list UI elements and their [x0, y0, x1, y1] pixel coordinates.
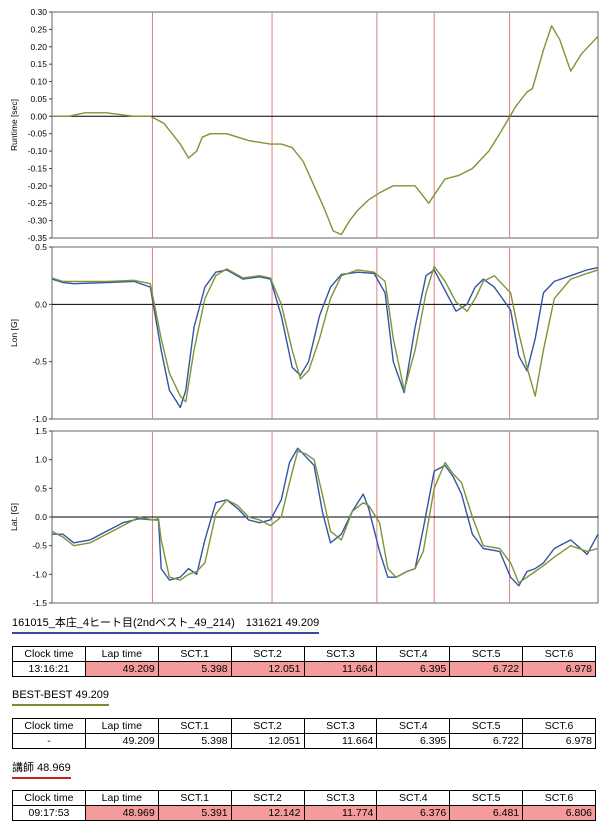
plot-frame — [51, 246, 599, 420]
value-sct1: 5.398 — [157, 661, 232, 677]
y-tick-label: 0.15 — [30, 59, 47, 69]
series-line-blue — [52, 447, 599, 587]
value-sct5: 6.481 — [449, 805, 524, 821]
header-sct2: SCT.2 — [230, 790, 305, 806]
runtime-chart: 0.30 0.25 0.20 0.15 0.10 0.05 0.00 -0.05 -0.10 -0… — [9, 7, 599, 243]
lap-table-current: Clock time Lap time SCT.1 SCT.2 SCT.3 SC… — [12, 646, 596, 677]
header-sct3: SCT.3 — [303, 646, 378, 662]
value-clock-time: 13:16:21 — [12, 661, 86, 677]
header-clock-time: Clock time — [12, 646, 86, 662]
header-sct4: SCT.4 — [376, 718, 451, 734]
header-clock-time: Clock time — [12, 790, 86, 806]
series-line-blue — [51, 266, 599, 409]
y-axis-label: Runtime [sec] — [9, 99, 19, 151]
lap-title-best: BEST-BEST 49.209 — [12, 689, 110, 706]
header-sct4: SCT.4 — [376, 790, 451, 806]
y-tick-label: 1.5 — [35, 426, 47, 436]
y-tick-label: 0.0 — [35, 512, 47, 522]
y-tick-label: -0.25 — [28, 198, 48, 208]
header-sct1: SCT.1 — [157, 718, 232, 734]
value-clock-time: 09:17:53 — [12, 805, 86, 821]
lap-title-current: 161015_本庄_4ヒート目(2ndベスト_49_214) 131621 49… — [12, 617, 320, 634]
y-tick-label: -0.35 — [28, 233, 48, 243]
value-sct6: 6.978 — [522, 733, 596, 749]
header-sct4: SCT.4 — [376, 646, 451, 662]
series-line-green — [52, 25, 599, 236]
value-sct2: 12.051 — [230, 733, 305, 749]
y-tick-label: 0.25 — [30, 24, 47, 34]
y-tick-label: -0.15 — [28, 163, 48, 173]
lat-chart: 1.5 1.0 0.5 0.0 -0.5 -1.0 -1.5 Lat. [G] — [9, 426, 599, 608]
value-sct2: 12.142 — [230, 805, 305, 821]
header-sct3: SCT.3 — [303, 718, 378, 734]
lap-table-best: Clock time Lap time SCT.1 SCT.2 SCT.3 SC… — [12, 718, 596, 749]
plot-frame — [51, 11, 599, 239]
value-sct2: 12.051 — [230, 661, 305, 677]
y-tick-label: -1.0 — [32, 414, 47, 424]
value-sct1: 5.398 — [157, 733, 232, 749]
header-sct6: SCT.6 — [522, 646, 596, 662]
header-sct5: SCT.5 — [449, 718, 524, 734]
y-tick-label: 0.05 — [30, 94, 47, 104]
y-tick-label: -0.20 — [28, 181, 48, 191]
value-sct1: 5.391 — [157, 805, 232, 821]
series-line-green — [51, 265, 599, 403]
header-lap-time: Lap time — [84, 790, 159, 806]
header-sct6: SCT.6 — [522, 718, 596, 734]
value-sct5: 6.722 — [449, 661, 524, 677]
lap-title-instructor: 講師 48.969 — [12, 762, 71, 779]
lon-chart: 0.5 0.0 -0.5 -1.0 Lon [G] — [9, 242, 599, 424]
value-clock-time: - — [12, 733, 86, 749]
lap-table-instructor: Clock time Lap time SCT.1 SCT.2 SCT.3 SC… — [12, 790, 596, 821]
value-sct3: 11.664 — [303, 733, 378, 749]
header-sct6: SCT.6 — [522, 790, 596, 806]
value-sct6: 6.978 — [522, 661, 596, 677]
y-tick-label: -0.5 — [32, 541, 47, 551]
value-sct4: 6.376 — [376, 805, 451, 821]
value-sct6: 6.806 — [522, 805, 596, 821]
series-line-green — [51, 450, 599, 584]
value-lap-time: 49.209 — [84, 733, 159, 749]
telemetry-charts: 0.30 0.25 0.20 0.15 0.10 0.05 0.00 -0.05 -0.10 -0… — [9, 7, 599, 608]
y-tick-label: 0.10 — [30, 77, 47, 87]
y-tick-label: -1.0 — [32, 569, 47, 579]
header-sct1: SCT.1 — [157, 790, 232, 806]
header-sct5: SCT.5 — [449, 646, 524, 662]
header-sct3: SCT.3 — [303, 790, 378, 806]
value-sct3: 11.664 — [303, 661, 378, 677]
y-tick-label: -1.5 — [32, 598, 47, 608]
header-lap-time: Lap time — [84, 718, 159, 734]
y-tick-label: 0.00 — [30, 111, 47, 121]
y-tick-label: 0.5 — [35, 483, 47, 493]
value-sct5: 6.722 — [449, 733, 524, 749]
header-sct2: SCT.2 — [230, 718, 305, 734]
y-tick-label: 0.0 — [35, 299, 47, 309]
value-lap-time: 48.969 — [84, 805, 159, 821]
y-tick-label: 1.0 — [35, 455, 47, 465]
header-sct5: SCT.5 — [449, 790, 524, 806]
y-tick-label: 0.5 — [35, 242, 47, 252]
y-tick-label: -0.5 — [32, 357, 47, 367]
value-sct3: 11.774 — [303, 805, 378, 821]
y-axis-label: Lon [G] — [9, 319, 19, 347]
header-sct1: SCT.1 — [157, 646, 232, 662]
value-sct4: 6.395 — [376, 661, 451, 677]
y-tick-label: -0.30 — [28, 216, 48, 226]
value-lap-time: 49.209 — [84, 661, 159, 677]
y-tick-label: 0.20 — [30, 42, 47, 52]
y-tick-label: -0.10 — [28, 146, 48, 156]
value-sct4: 6.395 — [376, 733, 451, 749]
header-sct2: SCT.2 — [230, 646, 305, 662]
y-tick-label: -0.05 — [28, 129, 48, 139]
header-clock-time: Clock time — [12, 718, 86, 734]
y-axis-label: Lat. [G] — [9, 503, 19, 531]
header-lap-time: Lap time — [84, 646, 159, 662]
y-tick-label: 0.30 — [30, 7, 47, 17]
